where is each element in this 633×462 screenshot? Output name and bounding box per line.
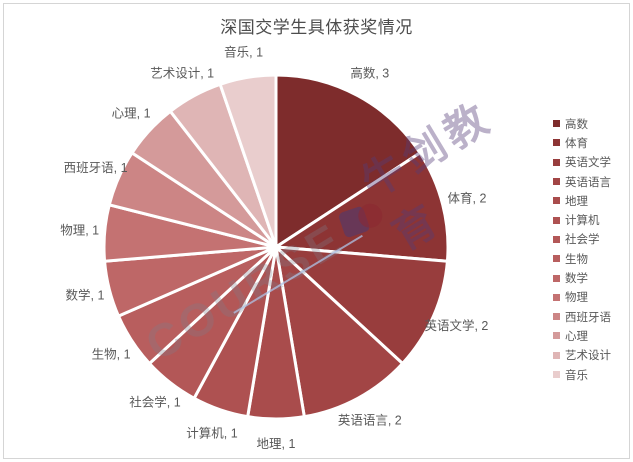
- pie-label-地理: 地理, 1: [257, 437, 296, 451]
- legend-swatch-icon: [553, 293, 560, 301]
- legend-item-西班牙语: 西班牙语: [553, 307, 611, 326]
- legend-item-物理: 物理: [553, 288, 611, 307]
- pie-label-生物: 生物, 1: [92, 348, 131, 362]
- legend-swatch-icon: [553, 178, 560, 186]
- pie-label-高数: 高数, 3: [350, 66, 389, 81]
- legend-label: 生物: [565, 253, 588, 266]
- legend-swatch-icon: [553, 332, 560, 340]
- legend-label: 心理: [565, 330, 588, 343]
- legend-label: 计算机: [565, 215, 600, 228]
- legend-label: 音乐: [565, 369, 588, 382]
- pie-label-计算机: 计算机, 1: [186, 425, 237, 440]
- legend-item-社会学: 社会学: [553, 230, 611, 249]
- legend-label: 数学: [565, 273, 588, 286]
- legend-label: 物理: [565, 292, 588, 305]
- pie-label-英语语言: 英语语言, 2: [338, 413, 402, 427]
- legend-swatch-icon: [553, 197, 560, 205]
- pie-label-艺术设计: 艺术设计, 1: [150, 66, 214, 81]
- pie-label-英语文学: 英语文学, 2: [424, 318, 488, 333]
- pie-label-数学: 数学, 1: [66, 287, 105, 302]
- legend-item-计算机: 计算机: [553, 210, 611, 229]
- pie-label-西班牙语: 西班牙语, 1: [64, 161, 128, 175]
- pie-label-体育: 体育, 2: [448, 191, 487, 206]
- legend-item-英语文学: 英语文学: [553, 153, 611, 172]
- legend-item-数学: 数学: [553, 268, 611, 287]
- legend-item-音乐: 音乐: [553, 365, 611, 384]
- pie-label-物理: 物理, 1: [60, 224, 99, 238]
- legend-label: 体育: [565, 137, 588, 150]
- legend-label: 艺术设计: [565, 350, 611, 363]
- legend-item-心理: 心理: [553, 326, 611, 345]
- legend-swatch-icon: [553, 371, 560, 378]
- pie-label-社会学: 社会学, 1: [129, 395, 180, 410]
- legend-swatch-icon: [553, 351, 560, 359]
- legend-swatch-icon: [553, 235, 560, 243]
- legend-label: 英语文学: [565, 157, 611, 170]
- legend-swatch-icon: [553, 120, 560, 128]
- legend-swatch-icon: [553, 313, 560, 321]
- chart-title: 深国交学生具体获奖情况: [220, 18, 413, 37]
- legend-item-体育: 体育: [553, 133, 611, 152]
- legend-label: 地理: [565, 195, 588, 208]
- legend-swatch-icon: [553, 158, 560, 166]
- legend-item-高数: 高数: [553, 114, 611, 133]
- legend-swatch-icon: [553, 139, 560, 147]
- legend-label: 西班牙语: [565, 311, 611, 324]
- legend-item-地理: 地理: [553, 191, 611, 210]
- legend-item-英语语言: 英语语言: [553, 172, 611, 191]
- pie-label-心理: 心理, 1: [112, 107, 151, 121]
- legend-item-生物: 生物: [553, 249, 611, 268]
- legend-label: 社会学: [565, 234, 600, 247]
- chart-legend: 高数体育英语文学英语语言地理计算机社会学生物数学物理西班牙语心理艺术设计音乐: [553, 114, 611, 384]
- legend-item-艺术设计: 艺术设计: [553, 346, 611, 365]
- legend-swatch-icon: [553, 274, 560, 282]
- pie-slice-高数: [274, 73, 422, 249]
- legend-label: 英语语言: [565, 176, 611, 189]
- pie-label-音乐: 音乐, 1: [224, 45, 263, 60]
- pie-slice-音乐: [218, 73, 278, 249]
- legend-label: 高数: [565, 118, 588, 131]
- legend-swatch-icon: [553, 255, 560, 263]
- legend-swatch-icon: [553, 216, 560, 224]
